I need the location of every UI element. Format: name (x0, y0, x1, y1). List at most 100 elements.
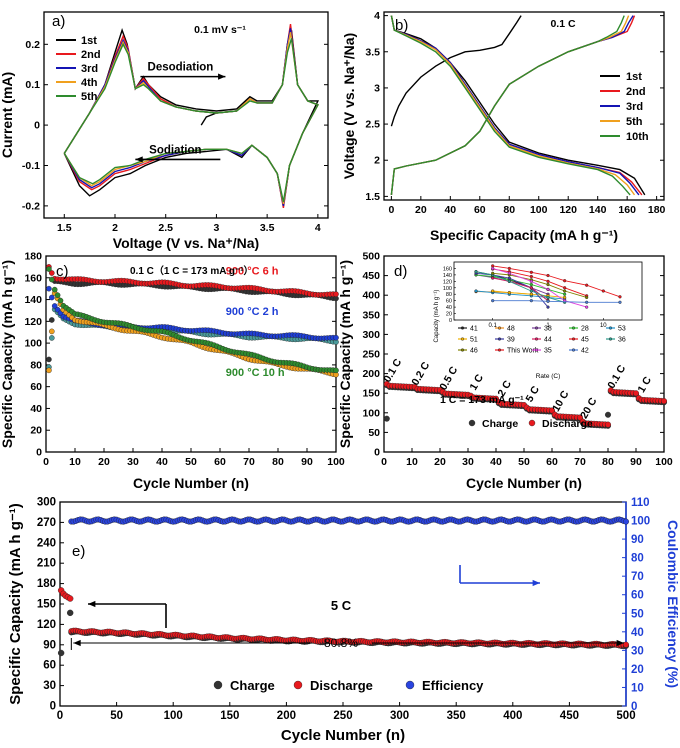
y-tick-label: 160 (24, 272, 42, 284)
inset-marker-45 (529, 274, 533, 279)
x-axis-label: Cycle Number (n) (281, 727, 405, 744)
x-axis-label: Cycle Number (n) (133, 475, 249, 491)
panel-a: 1.5 2 2.5 3 3.5 4 -0.2 -0.1 0 0.1 0.2 Voltage (V vs… (0, 11, 329, 251)
inset-marker-This Work (563, 279, 567, 283)
panel-label: a) (52, 13, 65, 30)
inset-legend-marker-38 (534, 326, 539, 330)
series-label: 900 °C 10 h (226, 367, 285, 379)
capacity-arrow-head (88, 600, 96, 608)
x-tick-label: 10 (69, 456, 81, 468)
x-tick-label: 60 (214, 456, 226, 468)
y-axis-label: Specific Capacity (mA h g⁻¹) (337, 260, 353, 448)
inset-marker-36 (529, 289, 533, 293)
panel-label: c) (56, 263, 69, 280)
charge-marker (49, 317, 55, 323)
discharge-marker (333, 291, 339, 297)
activation-charge-marker (57, 649, 65, 657)
y-tick-label: 240 (37, 537, 56, 549)
y-axis-label: Voltage (V vs. Na⁺/Na) (341, 33, 357, 179)
legend-marker-1 (293, 680, 303, 690)
y-tick-label: 0 (36, 447, 42, 459)
inset-legend-marker-39 (497, 337, 502, 341)
y-tick-label: 210 (37, 558, 56, 570)
x-tick-label: 0 (57, 710, 63, 722)
y-tick-label: 100 (24, 338, 42, 350)
first-discharge-marker (46, 266, 52, 272)
y-tick-label: 150 (362, 388, 380, 400)
x-axis-label: Cycle Number (n) (466, 475, 582, 491)
inset-x-tick-label: 1 (546, 323, 550, 329)
inset-legend-marker-46 (460, 348, 465, 352)
efficiency-arrow-head (532, 579, 540, 587)
efficiency-marker (623, 518, 630, 525)
inset-line-This Work (492, 265, 621, 298)
y-tick-label: 300 (362, 329, 380, 341)
inset-marker-35 (585, 305, 589, 309)
y-tick-label: 20 (30, 425, 42, 437)
inset-legend-marker-53 (608, 326, 613, 330)
x-tick-label: 70 (574, 456, 586, 468)
panel-label: e) (72, 543, 85, 560)
x-tick-label: 100 (655, 456, 673, 468)
y-tick-label: -0.2 (22, 200, 40, 212)
x-tick-label: 50 (518, 456, 530, 468)
inset-marker-35 (529, 279, 533, 283)
inset-marker-51 (507, 291, 511, 295)
x-tick-label: 250 (333, 710, 352, 722)
y-tick-label-right: 30 (631, 645, 644, 657)
rate-label-2: 0.5 C (437, 364, 460, 392)
x-tick-label: 80 (503, 204, 515, 216)
inset-marker-44 (529, 286, 533, 290)
x-tick-label: 3.5 (260, 222, 275, 234)
charge-marker (49, 328, 55, 335)
x-tick-label: 450 (560, 710, 579, 722)
y-tick-label: 250 (362, 349, 380, 361)
x-tick-label: 70 (243, 456, 255, 468)
series-label: 900 °C 6 h (226, 266, 279, 278)
panel-label: d) (394, 263, 407, 280)
first-charge-marker (46, 356, 52, 363)
inset-marker-39 (507, 276, 511, 280)
y-tick-label: 0.2 (25, 39, 40, 51)
inset-marker-This Work (601, 289, 605, 293)
discharge-marker (605, 421, 612, 428)
y-tick-label-right: 10 (631, 682, 644, 694)
discharge-marker (49, 270, 55, 276)
x-tick-label: 90 (301, 456, 313, 468)
x-tick-label: 500 (616, 710, 635, 722)
y-tick-label-right: 0 (631, 701, 637, 713)
discharge-marker (51, 303, 58, 309)
y-tick-label: 270 (37, 517, 56, 529)
y-tick-label: 140 (24, 294, 42, 306)
inset-legend-label-28: 28 (581, 326, 589, 333)
charge-marker (49, 335, 55, 341)
x-tick-label: 40 (490, 456, 502, 468)
y-tick-label: 2 (374, 155, 380, 167)
discharge-marker (577, 414, 584, 421)
legend-label-4th: 4th (81, 77, 98, 89)
panel-c: 0 10 20 30 40 50 60 70 80 90 100 0 20 40 60 80 100 120 140… (0, 251, 345, 492)
inset-marker-51 (563, 295, 567, 300)
y-tick-label: 200 (362, 368, 380, 380)
y-tick-label: 30 (43, 680, 56, 692)
y-tick-label: 0.1 (25, 79, 40, 91)
inset-legend-label-36: 36 (618, 337, 626, 344)
y-axis-label: Current (mA) (0, 72, 15, 158)
x-tick-label: 30 (127, 456, 139, 468)
x-axis-label: Voltage (V vs. Na⁺/Na) (113, 235, 259, 251)
x-tick-label: 20 (415, 204, 427, 216)
inset-marker-46 (546, 282, 550, 287)
y-tick-label-right: 40 (631, 627, 644, 639)
y-tick-label: 300 (37, 497, 56, 509)
inset-y-tick-label: 0 (449, 318, 452, 324)
inset-y-tick-label: 140 (443, 273, 452, 279)
inset-x-tick-label: 0.1 (489, 323, 498, 329)
inset-legend-label-38: 38 (544, 326, 552, 333)
legend-marker-discharge (528, 419, 536, 427)
legend-label-1st: 1st (81, 35, 97, 47)
discharge-marker (549, 407, 556, 414)
retention-arrow-right-head (616, 639, 624, 647)
y-tick-label: 120 (37, 619, 56, 631)
y-tick-label-right: 50 (631, 608, 644, 620)
y-tick-label: 120 (24, 316, 42, 328)
